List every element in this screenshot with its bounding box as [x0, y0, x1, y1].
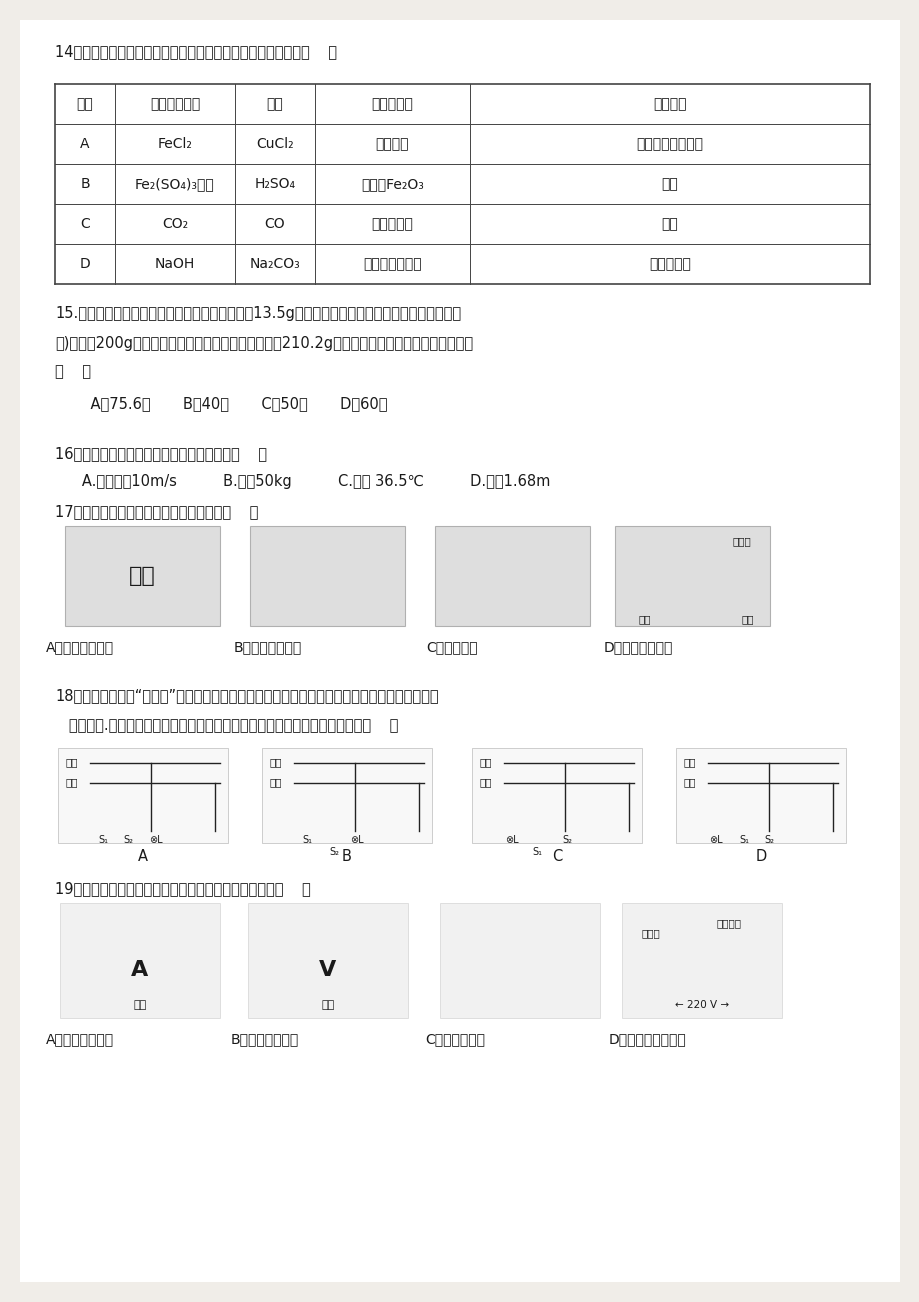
- Text: ⊗L: ⊗L: [505, 835, 518, 845]
- Text: A: A: [138, 849, 148, 865]
- Bar: [621, 904, 781, 1018]
- Text: 应)加入到200g稀盐酸中，恰好完全反应，过滤得滤液210.2g，则该铝土矿中铝元素的质量分数为: 应)加入到200g稀盐酸中，恰好完全反应，过滤得滤液210.2g，则该铝土矿中铝…: [55, 336, 472, 352]
- Text: S₂: S₂: [763, 835, 773, 845]
- Text: D．家用电器接电源: D．家用电器接电源: [608, 1032, 686, 1046]
- Text: 平面镜: 平面镜: [732, 536, 751, 546]
- Text: S₁: S₁: [531, 848, 541, 857]
- Text: A．75.6％       B．40％       C．50％       D．60％: A．75.6％ B．40％ C．50％ D．60％: [72, 396, 387, 411]
- Bar: [58, 749, 228, 842]
- Text: 15.实验室测定某铝土矿中铝元素的质量分数，取13.5g含杂质的铝土矿（杂质不溢于水也不与酸反: 15.实验室测定某铝土矿中铝元素的质量分数，取13.5g含杂质的铝土矿（杂质不溢…: [55, 306, 460, 322]
- Bar: [435, 526, 589, 626]
- Text: S₂: S₂: [562, 835, 572, 845]
- Text: C．手影游戏: C．手影游戏: [425, 641, 477, 654]
- Text: B．电压表接电源: B．电压表接电源: [231, 1032, 299, 1046]
- Text: 电吹风机: 电吹风机: [716, 918, 742, 928]
- Text: ⊗L: ⊗L: [149, 835, 163, 845]
- Text: 电源: 电源: [133, 1000, 146, 1010]
- Text: A: A: [131, 960, 149, 980]
- Text: A: A: [80, 137, 90, 151]
- Text: 过滤、蒸发、结晶: 过滤、蒸发、结晶: [636, 137, 703, 151]
- Bar: [250, 526, 404, 626]
- Text: ← 220 V →: ← 220 V →: [675, 1000, 728, 1010]
- Text: FeCl₂: FeCl₂: [157, 137, 192, 151]
- Text: 火线: 火线: [66, 756, 78, 767]
- Text: C: C: [551, 849, 562, 865]
- Text: Fe₂(SO₄)₃溶液: Fe₂(SO₄)₃溶液: [135, 177, 215, 191]
- Bar: [675, 749, 845, 842]
- Text: 泡不发光.下面的四幅电路图中，此满足上述条件，又符合安全用电要求的是（    ）: 泡不发光.下面的四幅电路图中，此满足上述条件，又符合安全用电要求的是（ ）: [55, 717, 398, 733]
- Bar: [262, 749, 432, 842]
- Text: 零线: 零线: [269, 777, 282, 786]
- Text: CuCl₂: CuCl₂: [255, 137, 293, 151]
- Text: 过量的氧气: 过量的氧气: [371, 217, 413, 230]
- Text: 火线: 火线: [683, 756, 696, 767]
- Text: 小猫: 小猫: [638, 615, 651, 624]
- Text: 零线: 零线: [66, 777, 78, 786]
- Text: 18．楼道中常见的“声光控”照明灯，当声、光强度均达到一定程度时，灯泡会正常发光，否则灯: 18．楼道中常见的“声光控”照明灯，当声、光强度均达到一定程度时，灯泡会正常发光…: [55, 687, 438, 703]
- Text: A．电流表接电源: A．电流表接电源: [46, 1032, 114, 1046]
- Bar: [439, 904, 599, 1018]
- Text: 电冰筱: 电冰筱: [641, 928, 660, 937]
- Text: D: D: [80, 256, 90, 271]
- Text: H₂SO₄: H₂SO₄: [255, 177, 295, 191]
- Bar: [471, 749, 641, 842]
- Text: CO₂: CO₂: [162, 217, 187, 230]
- Text: NaOH: NaOH: [154, 256, 195, 271]
- Text: 点燃: 点燃: [661, 217, 677, 230]
- Text: C．导线接电源: C．导线接电源: [425, 1032, 484, 1046]
- Text: （    ）: （ ）: [55, 365, 91, 379]
- Bar: [65, 526, 220, 626]
- Text: S₂: S₂: [329, 848, 338, 857]
- Text: CO: CO: [265, 217, 285, 230]
- Text: 物理: 物理: [129, 566, 155, 586]
- Text: 17．下列游戏中，利用光的反射现象的是（    ）: 17．下列游戏中，利用光的反射现象的是（ ）: [55, 504, 258, 519]
- Text: ⊗L: ⊗L: [350, 835, 363, 845]
- Text: 选项: 选项: [76, 98, 93, 111]
- Text: A．放大镜的游戏: A．放大镜的游戏: [46, 641, 114, 654]
- Bar: [248, 904, 407, 1018]
- Text: 足量鐵粉: 足量鐵粉: [375, 137, 409, 151]
- Text: 电源: 电源: [321, 1000, 335, 1010]
- Text: S₁: S₁: [98, 835, 108, 845]
- Text: D．隔墙看猫游戏: D．隔墙看猫游戏: [603, 641, 672, 654]
- Text: 加适量的稀盐酸: 加适量的稀盐酸: [363, 256, 421, 271]
- Text: 火线: 火线: [269, 756, 282, 767]
- Text: 小聪: 小聪: [741, 615, 754, 624]
- Text: B: B: [342, 849, 352, 865]
- Text: 零线: 零线: [480, 777, 492, 786]
- Text: B．小猫叉鱼游戏: B．小猫叉鱼游戏: [233, 641, 301, 654]
- Bar: [60, 904, 220, 1018]
- Text: 待提纯的物质: 待提纯的物质: [150, 98, 200, 111]
- Text: 过滤: 过滤: [661, 177, 677, 191]
- Text: S₁: S₁: [301, 835, 312, 845]
- Text: 16．某中学生的信息档案中，错误的信息是（    ）: 16．某中学生的信息档案中，错误的信息是（ ）: [55, 447, 267, 461]
- Text: D: D: [754, 849, 766, 865]
- Text: A.步行速度10m/s          B.质量50kg          C.体温 36.5℃          D.身高1.68m: A.步行速度10m/s B.质量50kg C.体温 36.5℃ D.身高1.68…: [68, 474, 550, 490]
- Text: C: C: [80, 217, 90, 230]
- Text: V: V: [319, 960, 336, 980]
- Text: 14．实验室中，下列除去杂质所用试剑及操作方法均正确的是（    ）: 14．实验室中，下列除去杂质所用试剑及操作方法均正确的是（ ）: [55, 44, 336, 59]
- Text: 零线: 零线: [683, 777, 696, 786]
- Text: B: B: [80, 177, 90, 191]
- Text: Na₂CO₃: Na₂CO₃: [249, 256, 300, 271]
- Text: 选用的试剑: 选用的试剑: [371, 98, 413, 111]
- Text: 足量的Fe₂O₃: 足量的Fe₂O₃: [360, 177, 424, 191]
- Text: 操作方法: 操作方法: [652, 98, 686, 111]
- Text: ⊗L: ⊗L: [709, 835, 722, 845]
- Text: 杂质: 杂质: [267, 98, 283, 111]
- Bar: [614, 526, 769, 626]
- Text: S₂: S₂: [123, 835, 133, 845]
- Text: 火线: 火线: [480, 756, 492, 767]
- Text: 蒸发、结晶: 蒸发、结晶: [649, 256, 690, 271]
- Text: S₁: S₁: [738, 835, 748, 845]
- Text: 19．如图关于仪表的正确使用和电路常规连接正确的是（    ）: 19．如图关于仪表的正确使用和电路常规连接正确的是（ ）: [55, 881, 311, 896]
